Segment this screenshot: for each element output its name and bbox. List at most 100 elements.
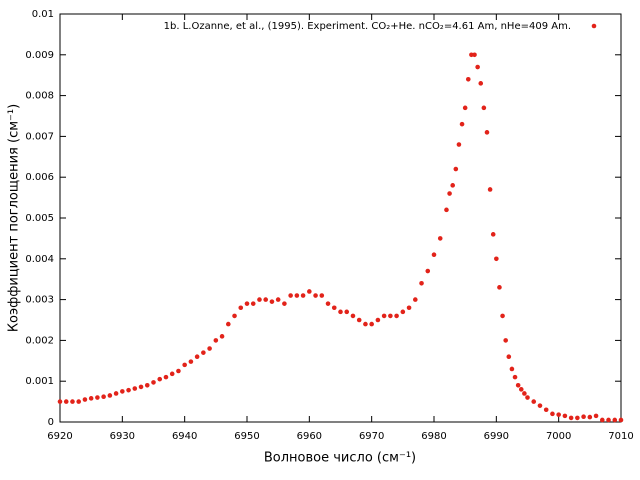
- data-point: [497, 285, 502, 290]
- data-point: [238, 305, 244, 311]
- data-point: [151, 380, 156, 385]
- data-point: [201, 350, 206, 355]
- data-point: [356, 317, 362, 323]
- data-point: [394, 313, 399, 319]
- data-point: [606, 417, 611, 423]
- y-tick-label: 0.004: [25, 254, 54, 265]
- data-point: [169, 371, 175, 377]
- data-point: [363, 321, 368, 327]
- data-point: [494, 256, 499, 262]
- data-point: [226, 321, 231, 327]
- data-point: [481, 105, 487, 111]
- data-point: [522, 391, 527, 396]
- data-point: [163, 374, 169, 380]
- x-tick-label: 7010: [608, 431, 633, 442]
- y-tick-label: 0.008: [25, 91, 54, 102]
- data-point: [472, 52, 477, 58]
- data-point: [369, 321, 374, 327]
- data-point: [388, 313, 393, 319]
- data-point: [447, 191, 452, 196]
- data-point: [475, 64, 480, 70]
- y-tick-label: 0.007: [25, 131, 54, 142]
- y-axis-label: Коэффициент поглощения (см⁻¹): [7, 104, 22, 332]
- data-point: [413, 297, 418, 302]
- data-point: [437, 236, 443, 241]
- y-tick-label: 0.009: [25, 50, 54, 61]
- data-point: [375, 317, 381, 323]
- x-tick-label: 6980: [421, 431, 446, 442]
- y-tick-label: 0.005: [25, 213, 54, 224]
- data-point: [144, 382, 150, 388]
- data-point: [456, 142, 462, 147]
- data-point: [282, 301, 287, 306]
- data-point: [509, 366, 515, 372]
- data-point: [462, 105, 468, 111]
- y-tick-label: 0: [48, 417, 54, 428]
- data-point: [207, 346, 212, 351]
- data-point: [57, 399, 63, 404]
- y-tick-label: 0.001: [25, 376, 54, 387]
- data-point: [269, 299, 275, 304]
- data-point: [484, 130, 490, 135]
- legend-label: 1b. L.Ozanne, et al., (1995). Experiment…: [164, 21, 571, 32]
- plot-frame: [59, 13, 622, 423]
- data-point: [331, 305, 337, 311]
- data-point: [300, 293, 306, 298]
- data-point: [232, 313, 237, 319]
- x-tick-label: 6970: [359, 431, 384, 442]
- data-point: [319, 293, 325, 298]
- data-point: [425, 268, 431, 274]
- x-tick-label: 6940: [172, 431, 197, 442]
- data-point: [95, 395, 100, 400]
- data-point: [76, 399, 81, 404]
- y-tick-label: 0.01: [32, 9, 54, 20]
- data-point: [138, 384, 144, 390]
- data-point: [113, 391, 119, 396]
- data-point: [478, 81, 484, 86]
- data-point: [275, 297, 281, 302]
- y-tick-label: 0.006: [25, 172, 54, 183]
- data-point: [307, 289, 312, 294]
- data-point: [82, 397, 88, 402]
- data-point: [453, 166, 459, 172]
- data-point: [244, 301, 250, 306]
- data-point: [525, 395, 530, 400]
- legend-marker: [591, 23, 597, 29]
- data-point: [500, 313, 505, 319]
- data-point: [176, 368, 181, 374]
- x-tick-label: 6930: [110, 431, 135, 442]
- data-point: [101, 394, 106, 400]
- data-point: [188, 359, 194, 364]
- data-point: [194, 354, 200, 360]
- data-point: [132, 386, 138, 391]
- data-point: [459, 121, 465, 127]
- y-tick-label: 0.003: [25, 295, 54, 306]
- data-point: [562, 413, 568, 419]
- x-axis-label: Волновое число (см⁻¹): [264, 451, 416, 466]
- data-point: [400, 309, 406, 315]
- data-point: [537, 403, 543, 408]
- data-point: [450, 183, 456, 188]
- data-point: [581, 414, 586, 419]
- data-point: [70, 399, 75, 404]
- data-point: [490, 232, 496, 237]
- data-point: [618, 417, 624, 423]
- data-point: [406, 305, 412, 311]
- data-point: [531, 399, 537, 404]
- data-point: [257, 297, 262, 302]
- data-point: [213, 338, 219, 343]
- data-point: [120, 389, 125, 394]
- data-point: [512, 374, 518, 380]
- data-point: [550, 411, 555, 417]
- data-point: [543, 407, 549, 413]
- data-point: [503, 338, 508, 343]
- data-point: [63, 399, 69, 404]
- data-point: [250, 301, 256, 306]
- data-point: [444, 207, 449, 213]
- data-point: [350, 313, 356, 319]
- data-point: [107, 393, 113, 398]
- data-point: [263, 297, 269, 302]
- x-tick-label: 6920: [47, 431, 72, 442]
- data-point: [288, 293, 293, 298]
